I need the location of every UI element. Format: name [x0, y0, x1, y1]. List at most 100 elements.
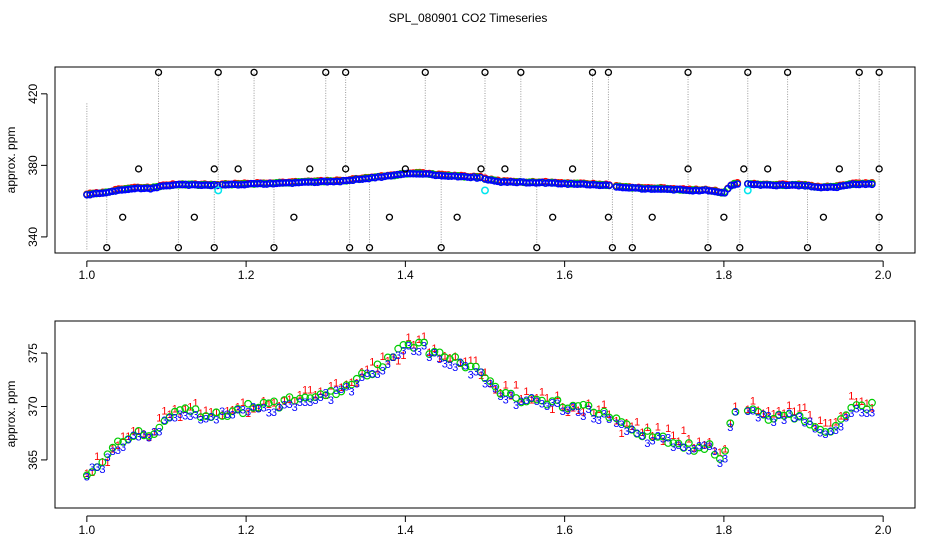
- series-3-point: 3: [781, 415, 787, 427]
- series-3-point: 3: [765, 410, 771, 422]
- series-1-point: 1: [318, 386, 324, 398]
- series-1-point: 1: [333, 378, 339, 390]
- series-1-point: 1: [354, 377, 360, 389]
- top-point-blue: [476, 173, 484, 182]
- series-2-point: [461, 363, 470, 372]
- series-3-point: 3: [492, 384, 498, 396]
- series-3-point: 3: [369, 369, 375, 381]
- series-3-point: 3: [255, 403, 261, 415]
- series-3-point: 3: [297, 397, 303, 409]
- series-1-point: 1: [760, 408, 766, 420]
- series-2-point: [415, 338, 423, 347]
- series-3-point: 3: [192, 410, 198, 422]
- series-3-point: 3: [828, 426, 834, 438]
- series-1-point: 1: [177, 412, 183, 424]
- series-3-point: 3: [487, 379, 493, 391]
- top-x-tick-label: 2.0: [875, 268, 892, 282]
- outlier-point: [803, 243, 812, 252]
- outlier-point: [684, 68, 692, 77]
- bottom-axes: 1.0 1.2 1.4 1.6 1.8 2.0 365 370 375: [26, 343, 892, 537]
- series-1-point: 1: [130, 426, 136, 438]
- series-3-point: 3: [580, 411, 586, 423]
- series-2-point: [721, 446, 729, 455]
- series-1-point: 1: [323, 390, 329, 402]
- series-3-point: 3: [431, 347, 437, 359]
- series-1-point: 1: [390, 352, 396, 364]
- series-1-point: 1: [271, 397, 277, 409]
- series-3-point: 3: [712, 446, 718, 458]
- series-2-point: [868, 398, 876, 407]
- series-1-point: 1: [634, 417, 640, 429]
- outlier-point: [477, 165, 485, 173]
- series-2-point: [774, 410, 783, 419]
- bottom-x-tick-label: 1.8: [716, 523, 733, 537]
- series-1-point: 1: [380, 351, 386, 363]
- outlier-point: [365, 243, 374, 252]
- series-1-point: 1: [245, 408, 251, 420]
- series-3-point: 3: [478, 367, 484, 379]
- series-1-point: 1: [706, 437, 712, 449]
- outlier-point: [819, 213, 828, 221]
- chart-title: SPL_080901 CO2 Timeseries: [389, 11, 548, 25]
- series-3-point: 3: [390, 352, 396, 364]
- series-3-point: 3: [644, 438, 650, 450]
- outlier-point: [704, 243, 712, 252]
- top-point-blue: [605, 181, 613, 190]
- series-1-point: 1: [213, 407, 219, 419]
- series-1-point: 1: [110, 443, 116, 455]
- series-3-point: 3: [722, 453, 728, 465]
- series-3-point: 3: [405, 341, 411, 353]
- series-1-point: 1: [696, 436, 702, 448]
- series-1-point: 1: [591, 407, 597, 419]
- series-2-point: [600, 407, 608, 416]
- bottom-x-tick-label: 1.6: [556, 523, 573, 537]
- series-1-point: 1: [601, 399, 607, 411]
- series-3-point: 3: [167, 412, 173, 424]
- series-2-point: [690, 447, 698, 455]
- series-3-point: 3: [374, 369, 380, 381]
- series-3-point: 3: [89, 462, 95, 474]
- series-1-point: 1: [745, 404, 751, 416]
- series-3-point: 3: [120, 442, 126, 454]
- series-1-point: 1: [281, 395, 287, 407]
- series-2-point: [456, 359, 465, 367]
- series-3-point: 3: [544, 401, 550, 413]
- series-3-point: 3: [619, 419, 625, 431]
- series-2-point: [394, 344, 403, 353]
- series-1-point: 1: [807, 410, 813, 422]
- outlier-point: [875, 213, 883, 221]
- top-point-blue: [733, 180, 742, 188]
- bottom-y-axis-label: approx. ppm: [4, 381, 18, 448]
- series-1-point: 1: [364, 364, 370, 376]
- bottom-x-tick-label: 1.2: [238, 523, 255, 537]
- series-2-point: [223, 412, 232, 421]
- top-point-blue: [602, 181, 610, 189]
- series-1-point: 1: [442, 351, 448, 363]
- outlier-point: [421, 68, 429, 77]
- series-3-point: 3: [411, 346, 417, 358]
- series-2-point: [259, 398, 268, 407]
- series-2-point: [239, 409, 247, 418]
- series-2-point: [574, 402, 583, 410]
- series-1-point: 1: [843, 411, 849, 423]
- series-1-point: 1: [853, 396, 859, 408]
- series-2-point: [759, 410, 768, 419]
- series-3-point: 3: [104, 452, 110, 464]
- series-1-point: 1: [717, 447, 723, 459]
- series-3-point: 3: [843, 413, 849, 425]
- series-2-point: [264, 399, 273, 408]
- series-3-point: 3: [473, 367, 479, 379]
- series-3-point: 3: [385, 359, 391, 371]
- series-2-point: [527, 394, 536, 403]
- series-1-point: 1: [864, 398, 870, 410]
- top-y-tick-label: 340: [26, 227, 40, 247]
- outlier-point: [501, 165, 509, 173]
- series-2-point: [244, 399, 253, 408]
- series-1-point: 1: [312, 390, 318, 402]
- series-2-point: [466, 362, 475, 371]
- series-1-point: 1: [167, 409, 173, 421]
- series-1-point: 1: [660, 436, 666, 448]
- series-1-point: 1: [235, 402, 241, 414]
- outlier-point: [608, 243, 617, 252]
- series-1-point: 1: [156, 412, 162, 424]
